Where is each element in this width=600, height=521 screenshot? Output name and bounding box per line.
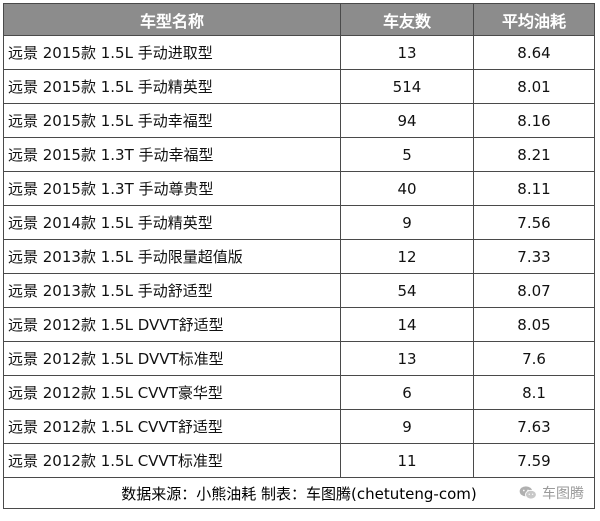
count-cell: 9 [340, 205, 474, 240]
table-row: 远景 2013款 1.5L 手动舒适型 54 8.07 [3, 273, 595, 308]
model-cell: 远景 2015款 1.3T 手动尊贵型 [3, 171, 341, 206]
model-cell: 远景 2013款 1.5L 手动舒适型 [3, 273, 341, 308]
table-row: 远景 2012款 1.5L CVVT标准型 11 7.59 [3, 443, 595, 478]
model-cell: 远景 2012款 1.5L CVVT豪华型 [3, 375, 341, 410]
footer-cell: 数据来源：小熊油耗 制表：车图腾(chetuteng-com) 车图腾 [3, 477, 595, 509]
table-body: 远景 2015款 1.5L 手动进取型 13 8.64 远景 2015款 1.5L 手… [3, 35, 595, 478]
fuel-cell: 7.63 [473, 409, 595, 444]
fuel-cell: 7.56 [473, 205, 595, 240]
table-header: 车型名称 车友数 平均油耗 [3, 3, 595, 36]
table-row: 远景 2015款 1.5L 手动进取型 13 8.64 [3, 35, 595, 70]
fuel-cell: 7.59 [473, 443, 595, 478]
header-model: 车型名称 [3, 3, 341, 36]
table-row: 远景 2012款 1.5L CVVT舒适型 9 7.63 [3, 409, 595, 444]
count-cell: 514 [340, 69, 474, 104]
source-note: 数据来源：小熊油耗 制表：车图腾(chetuteng-com) [121, 484, 477, 503]
count-cell: 12 [340, 239, 474, 274]
table-row: 远景 2015款 1.3T 手动尊贵型 40 8.11 [3, 171, 595, 206]
table-row: 远景 2014款 1.5L 手动精英型 9 7.56 [3, 205, 595, 240]
model-cell: 远景 2012款 1.5L DVVT标准型 [3, 341, 341, 376]
table-row: 远景 2012款 1.5L CVVT豪华型 6 8.1 [3, 375, 595, 410]
fuel-cell: 8.01 [473, 69, 595, 104]
count-cell: 94 [340, 103, 474, 138]
model-cell: 远景 2015款 1.5L 手动精英型 [3, 69, 341, 104]
count-cell: 11 [340, 443, 474, 478]
fuel-cell: 8.64 [473, 35, 595, 70]
fuel-cell: 8.07 [473, 273, 595, 308]
table-row: 远景 2015款 1.5L 手动精英型 514 8.01 [3, 69, 595, 104]
count-cell: 6 [340, 375, 474, 410]
footer-row: 数据来源：小熊油耗 制表：车图腾(chetuteng-com) 车图腾 [3, 477, 595, 509]
watermark: 车图腾 [518, 483, 584, 503]
table-row: 远景 2015款 1.3T 手动幸福型 5 8.21 [3, 137, 595, 172]
count-cell: 13 [340, 341, 474, 376]
model-cell: 远景 2014款 1.5L 手动精英型 [3, 205, 341, 240]
header-count: 车友数 [340, 3, 474, 36]
fuel-cell: 7.33 [473, 239, 595, 274]
count-cell: 5 [340, 137, 474, 172]
count-cell: 9 [340, 409, 474, 444]
count-cell: 40 [340, 171, 474, 206]
model-cell: 远景 2012款 1.5L CVVT舒适型 [3, 409, 341, 444]
fuel-cell: 8.16 [473, 103, 595, 138]
count-cell: 54 [340, 273, 474, 308]
model-cell: 远景 2015款 1.5L 手动进取型 [3, 35, 341, 70]
table-footer: 数据来源：小熊油耗 制表：车图腾(chetuteng-com) 车图腾 [3, 477, 595, 509]
model-cell: 远景 2013款 1.5L 手动限量超值版 [3, 239, 341, 274]
table-row: 远景 2012款 1.5L DVVT舒适型 14 8.05 [3, 307, 595, 342]
table-row: 远景 2015款 1.5L 手动幸福型 94 8.16 [3, 103, 595, 138]
table-row: 远景 2013款 1.5L 手动限量超值版 12 7.33 [3, 239, 595, 274]
fuel-cell: 8.11 [473, 171, 595, 206]
fuel-consumption-table: 车型名称 车友数 平均油耗 远景 2015款 1.5L 手动进取型 13 8.64 远… [3, 3, 595, 509]
model-cell: 远景 2012款 1.5L DVVT舒适型 [3, 307, 341, 342]
header-fuel: 平均油耗 [473, 3, 595, 36]
model-cell: 远景 2012款 1.5L CVVT标准型 [3, 443, 341, 478]
model-cell: 远景 2015款 1.5L 手动幸福型 [3, 103, 341, 138]
fuel-cell: 8.1 [473, 375, 595, 410]
header-row: 车型名称 车友数 平均油耗 [3, 3, 595, 36]
fuel-cell: 8.05 [473, 307, 595, 342]
table-row: 远景 2012款 1.5L DVVT标准型 13 7.6 [3, 341, 595, 376]
watermark-text: 车图腾 [542, 486, 584, 502]
fuel-cell: 8.21 [473, 137, 595, 172]
count-cell: 14 [340, 307, 474, 342]
fuel-cell: 7.6 [473, 341, 595, 376]
model-cell: 远景 2015款 1.3T 手动幸福型 [3, 137, 341, 172]
count-cell: 13 [340, 35, 474, 70]
wechat-icon [519, 486, 537, 500]
